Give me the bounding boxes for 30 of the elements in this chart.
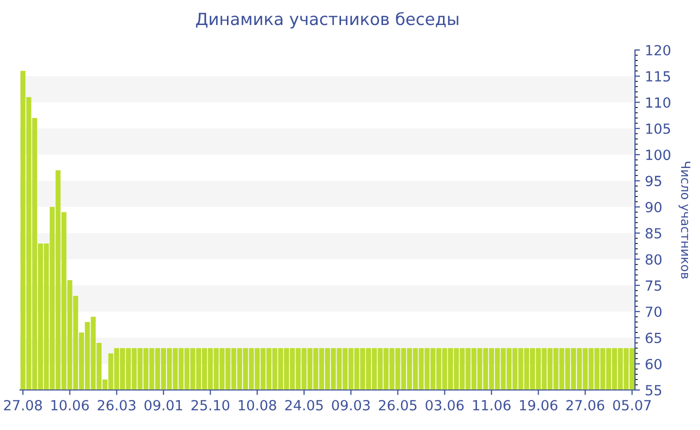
- x-tick-label: 10.06: [51, 400, 89, 410]
- x-tick-label: 03.06: [426, 400, 464, 410]
- y-tick-label: 70: [646, 306, 662, 318]
- y-tick-label: 100: [646, 150, 670, 160]
- y-tick-label: 115: [646, 71, 670, 82]
- x-tick-label: 26.05: [378, 400, 416, 410]
- x-tick-label: 26.03: [98, 400, 136, 410]
- y-tick-label: 55: [646, 385, 662, 396]
- x-tick-label: 19.06: [520, 400, 558, 410]
- x-tick-label: 10.08: [238, 400, 276, 410]
- y-tick-label: 90: [646, 202, 662, 212]
- x-tick-label: 09.01: [144, 400, 182, 410]
- y-tick-label: 65: [646, 332, 662, 344]
- x-tick-label: 27.08: [4, 400, 42, 410]
- x-tick-label: 24.05: [285, 400, 323, 410]
- y-tick-label: 75: [646, 280, 662, 291]
- y-tick-label: 80: [646, 254, 662, 265]
- x-tick-label: 27.06: [566, 400, 604, 410]
- y-tick-label: 60: [646, 358, 662, 370]
- x-tick-label: 09.03: [332, 400, 370, 410]
- x-tick-label: 25.10: [191, 400, 230, 410]
- y-tick-label: 95: [646, 176, 662, 186]
- x-tick-label: 05.07: [613, 400, 651, 410]
- x-tick-label: 11.06: [473, 400, 511, 410]
- y-tick-label: 110: [646, 97, 670, 108]
- y-axis-title: Число участников: [678, 162, 690, 279]
- chart-title: Динамика участников беседы: [196, 12, 458, 28]
- y-tick-label: 120: [646, 44, 670, 56]
- y-tick-label: 105: [646, 123, 670, 134]
- y-tick-label: 85: [646, 228, 662, 239]
